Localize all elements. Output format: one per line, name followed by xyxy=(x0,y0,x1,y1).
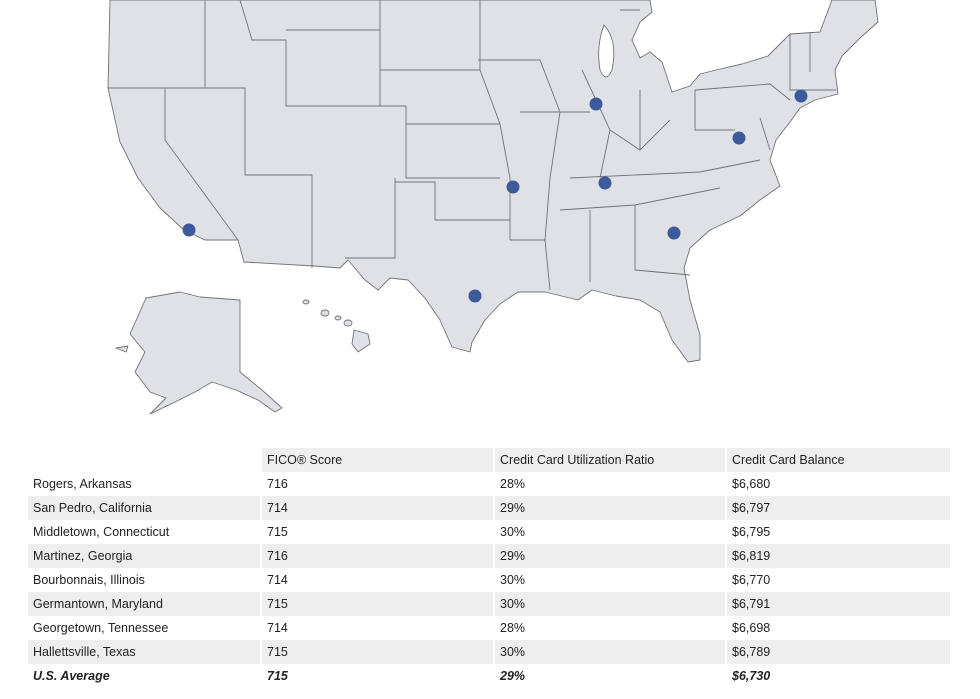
alaska-outline xyxy=(129,291,283,415)
alaska-islands xyxy=(115,345,129,353)
table-row: San Pedro, California 714 29% $6,797 xyxy=(28,496,952,520)
cell-fico: 714 xyxy=(261,616,495,640)
marker-germantown-maryland[interactable] xyxy=(732,131,746,145)
marker-martinez-georgia[interactable] xyxy=(667,226,681,240)
cell-fico: 714 xyxy=(261,496,495,520)
location-markers xyxy=(182,89,808,303)
table-row: Georgetown, Tennessee 714 28% $6,698 xyxy=(28,616,952,640)
cell-utilization: 29% xyxy=(494,544,727,568)
cell-fico: 716 xyxy=(261,472,495,496)
cell-utilization: 30% xyxy=(494,568,727,592)
header-card-balance: Credit Card Balance xyxy=(726,448,952,472)
cell-location: Georgetown, Tennessee xyxy=(28,616,262,640)
cell-utilization: 28% xyxy=(494,616,727,640)
cell-fico: 714 xyxy=(261,568,495,592)
table-row: Hallettsville, Texas 715 30% $6,789 xyxy=(28,640,952,664)
cell-fico: 715 xyxy=(261,592,495,616)
cell-fico: 715 xyxy=(261,664,495,688)
cell-fico: 716 xyxy=(261,544,495,568)
cell-location: Germantown, Maryland xyxy=(28,592,262,616)
marker-rogers-arkansas[interactable] xyxy=(506,180,520,194)
cell-balance: $6,698 xyxy=(726,616,952,640)
cell-balance: $6,795 xyxy=(726,520,952,544)
cell-location: San Pedro, California xyxy=(28,496,262,520)
cell-utilization: 29% xyxy=(494,496,727,520)
cell-balance: $6,791 xyxy=(726,592,952,616)
state-borders xyxy=(108,0,836,291)
lake-michigan xyxy=(598,24,615,78)
cell-balance: $6,680 xyxy=(726,472,952,496)
cell-utilization: 30% xyxy=(494,520,727,544)
cell-location: Rogers, Arkansas xyxy=(28,472,262,496)
marker-hallettsville-texas[interactable] xyxy=(468,289,482,303)
cell-balance: $6,819 xyxy=(726,544,952,568)
table-row: Bourbonnais, Illinois 714 30% $6,770 xyxy=(28,568,952,592)
us-map xyxy=(107,0,879,415)
cell-balance: $6,797 xyxy=(726,496,952,520)
cell-location: Middletown, Connecticut xyxy=(28,520,262,544)
cell-utilization: 29% xyxy=(494,664,727,688)
header-utilization-ratio: Credit Card Utilization Ratio xyxy=(494,448,727,472)
table-row: Rogers, Arkansas 716 28% $6,680 xyxy=(28,472,952,496)
credit-data-table: FICO® Score Credit Card Utilization Rati… xyxy=(28,448,952,688)
table-header-row: FICO® Score Credit Card Utilization Rati… xyxy=(28,448,952,472)
cell-balance: $6,730 xyxy=(726,664,952,688)
table-row: Martinez, Georgia 716 29% $6,819 xyxy=(28,544,952,568)
marker-middletown-connecticut[interactable] xyxy=(794,89,808,103)
hawaii-islands xyxy=(302,299,371,353)
cell-fico: 715 xyxy=(261,520,495,544)
contiguous-us-outline xyxy=(107,0,879,363)
table-row-us-average: U.S. Average 715 29% $6,730 xyxy=(28,664,952,688)
cell-fico: 715 xyxy=(261,640,495,664)
table-row: Germantown, Maryland 715 30% $6,791 xyxy=(28,592,952,616)
cell-location: Martinez, Georgia xyxy=(28,544,262,568)
header-fico-score: FICO® Score xyxy=(261,448,495,472)
us-map-svg xyxy=(107,0,879,415)
table-row: Middletown, Connecticut 715 30% $6,795 xyxy=(28,520,952,544)
cell-location: U.S. Average xyxy=(28,664,262,688)
cell-balance: $6,789 xyxy=(726,640,952,664)
marker-san-pedro-california[interactable] xyxy=(182,223,196,237)
marker-georgetown-tennessee[interactable] xyxy=(598,176,612,190)
cell-utilization: 30% xyxy=(494,592,727,616)
marker-bourbonnais-illinois[interactable] xyxy=(589,97,603,111)
cell-utilization: 30% xyxy=(494,640,727,664)
cell-utilization: 28% xyxy=(494,472,727,496)
cell-location: Bourbonnais, Illinois xyxy=(28,568,262,592)
cell-location: Hallettsville, Texas xyxy=(28,640,262,664)
header-location xyxy=(28,448,262,472)
cell-balance: $6,770 xyxy=(726,568,952,592)
